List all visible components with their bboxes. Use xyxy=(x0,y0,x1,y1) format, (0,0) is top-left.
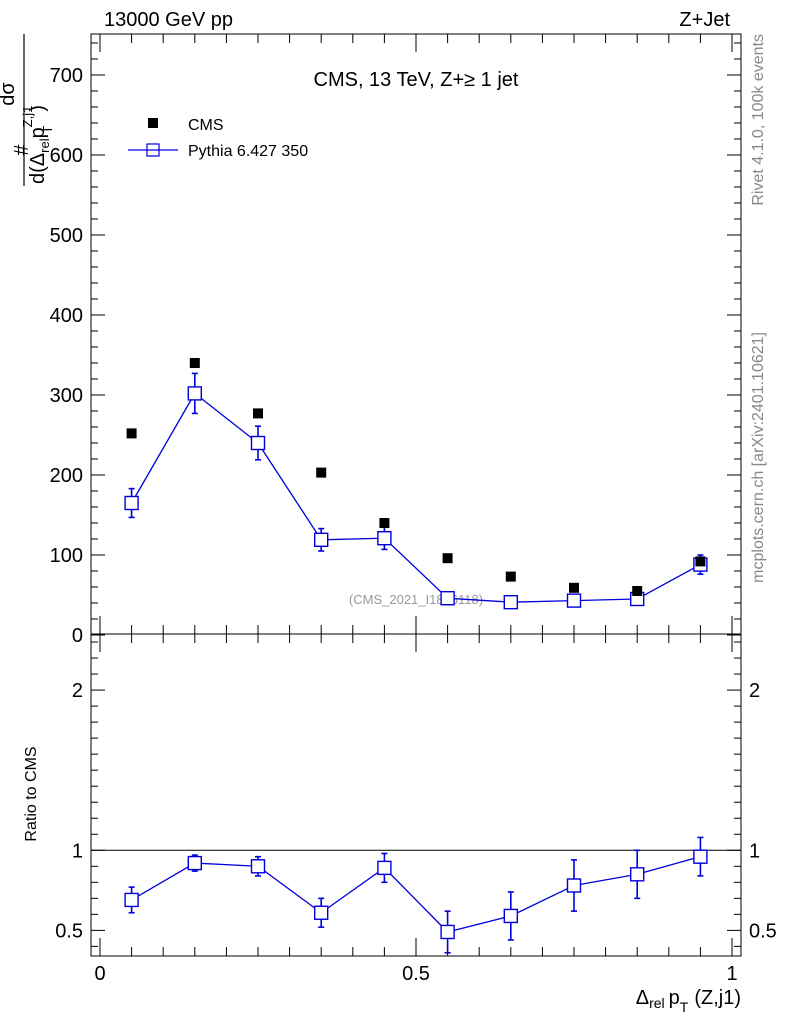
pythia-line xyxy=(131,392,701,603)
ratio-point xyxy=(693,849,708,864)
header-energy-label: 13000 GeV pp xyxy=(104,9,233,31)
ratio-y-tick-label-right: 0.5 xyxy=(749,920,777,942)
ratio-point xyxy=(566,878,582,893)
legend-cms-marker xyxy=(148,118,158,128)
main-y-tick-label: 600 xyxy=(50,145,83,167)
main-y-tick-label: 200 xyxy=(50,465,83,487)
mcplots-info-label: mcplots.cern.ch [arXiv:2401.10621] xyxy=(750,332,767,583)
x-tick-label: 1 xyxy=(726,963,737,985)
pythia-point xyxy=(187,386,203,401)
pythia-point xyxy=(440,591,455,606)
ratio-point xyxy=(440,924,455,940)
xlabel-p: p xyxy=(669,987,680,1009)
ratio-series xyxy=(124,836,708,954)
ratio-point xyxy=(630,867,645,882)
pythia-point xyxy=(124,495,139,511)
cms-point xyxy=(126,428,137,439)
ratio-y-axis: 0.5 0.5 1 1 2 2 xyxy=(55,641,777,947)
pythia-point xyxy=(503,595,518,610)
ratio-point xyxy=(187,855,203,871)
plot-title: CMS, 13 TeV, Z+≥ 1 jet xyxy=(314,69,519,91)
ratio-point xyxy=(503,908,518,924)
cms-point xyxy=(442,553,453,564)
ratio-point xyxy=(314,905,329,920)
ratio-point xyxy=(124,892,139,908)
ratio-y-tick-label: 2 xyxy=(72,680,83,702)
ylabel-denominator: d(ΔrelpZ,j1 T) xyxy=(20,105,55,184)
main-y-axis-label: # dσ d(ΔrelpZ,j1 T) xyxy=(0,34,55,186)
ratio-y-tick-label-right: 1 xyxy=(749,840,760,862)
main-y-tick-label: 400 xyxy=(50,305,83,327)
ratio-y-axis-label: Ratio to CMS xyxy=(23,746,40,841)
ratio-panel: 0.5 0.51 12 2 0 0.5 1 xyxy=(55,633,777,985)
main-panel: 0 100 200 300 400 500 600 700 CMS, 13 TeV, Z+≥ … xyxy=(50,33,742,647)
main-y-tick-label: 700 xyxy=(50,65,83,87)
main-x-ticks xyxy=(99,34,733,634)
ylabel-den-sup: Z,j1 xyxy=(20,106,35,128)
legend-pythia-marker xyxy=(146,143,160,157)
pythia-point xyxy=(250,435,266,451)
xlabel-T: T xyxy=(680,999,689,1015)
xlabel-delta: Δ xyxy=(636,987,649,1009)
ratio-x-axis: 0 0.5 1 xyxy=(94,634,738,985)
main-y-tick-label: 0 xyxy=(72,625,83,647)
legend-pythia-label: Pythia 6.427 350 xyxy=(188,143,308,160)
cms-point xyxy=(253,408,263,419)
ratio-y-tick-label: 1 xyxy=(72,840,83,862)
ratio-point xyxy=(250,859,266,874)
rivet-info-label: Rivet 4.1.0, 100k events xyxy=(750,34,767,206)
ratio-panel-frame xyxy=(90,633,742,957)
cms-point xyxy=(569,582,579,593)
header-process-label: Z+Jet xyxy=(679,9,730,31)
cms-point xyxy=(379,518,390,528)
ylabel-den-p: p xyxy=(27,127,49,138)
legend-cms-label: CMS xyxy=(188,117,224,134)
cms-point xyxy=(695,556,706,567)
main-y-tick-label: 300 xyxy=(50,385,83,407)
ratio-point xyxy=(377,860,392,876)
ylabel-den-close: ) xyxy=(27,105,49,112)
x-tick-label: 0 xyxy=(94,963,105,985)
legend: CMS Pythia 6.427 350 xyxy=(128,117,308,160)
pythia-point xyxy=(566,593,582,608)
pythia-point xyxy=(314,532,329,547)
ratio-line xyxy=(131,856,701,933)
ratio-y-tick-label: 0.5 xyxy=(55,920,83,942)
ylabel-den-sub: T xyxy=(40,126,55,134)
cms-point xyxy=(632,586,643,596)
cms-point xyxy=(505,571,516,582)
xlabel-rel: rel xyxy=(649,995,665,1011)
ylabel-numerator: dσ xyxy=(0,82,19,106)
cms-series xyxy=(126,358,706,596)
pythia-point xyxy=(377,531,392,546)
pythia-series xyxy=(124,372,708,610)
main-y-tick-label: 100 xyxy=(50,545,83,567)
main-y-tick-label: 500 xyxy=(50,225,83,247)
ylabel-den-d: d(Δ xyxy=(27,153,49,184)
ylabel-hash: # xyxy=(11,144,33,156)
main-y-axis: 0 100 200 300 400 500 600 700 xyxy=(50,42,741,647)
x-axis-label: Δrel pT (Z,j1) xyxy=(636,987,741,1015)
ratio-y-tick-label-right: 2 xyxy=(749,680,760,702)
xlabel-rest: (Z,j1) xyxy=(694,987,741,1009)
cms-point xyxy=(316,467,327,478)
cms-point xyxy=(189,358,200,368)
x-tick-label: 0.5 xyxy=(402,963,430,985)
ylabel-den-rel: rel xyxy=(37,138,52,153)
